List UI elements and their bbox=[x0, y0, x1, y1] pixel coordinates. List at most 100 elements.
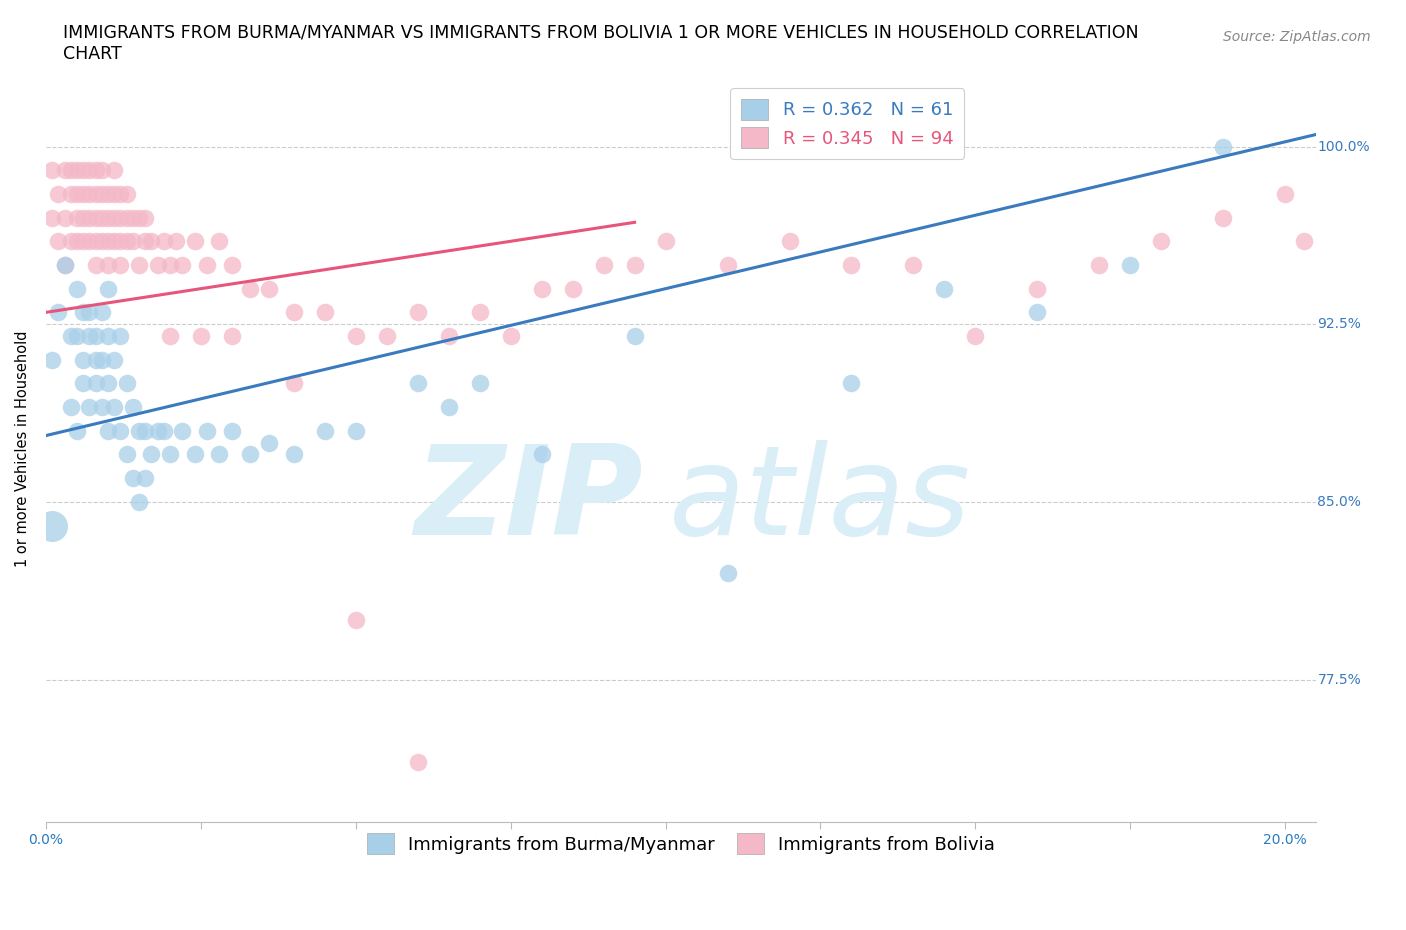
Point bbox=[344, 423, 367, 438]
Y-axis label: 1 or more Vehicles in Household: 1 or more Vehicles in Household bbox=[15, 330, 30, 566]
Point bbox=[110, 210, 132, 225]
Point bbox=[72, 210, 94, 225]
Point bbox=[121, 471, 143, 485]
Point bbox=[97, 186, 120, 201]
Point bbox=[152, 233, 174, 248]
Point bbox=[84, 258, 107, 272]
Text: 85.0%: 85.0% bbox=[1317, 495, 1361, 509]
Point bbox=[48, 233, 70, 248]
Point bbox=[1088, 258, 1111, 272]
Point bbox=[716, 258, 738, 272]
Point bbox=[48, 305, 70, 320]
Point bbox=[53, 210, 76, 225]
Point bbox=[654, 233, 676, 248]
Point bbox=[53, 258, 76, 272]
Point bbox=[66, 186, 89, 201]
Text: CHART: CHART bbox=[63, 45, 122, 62]
Point bbox=[84, 233, 107, 248]
Point bbox=[66, 163, 89, 178]
Text: 92.5%: 92.5% bbox=[1317, 317, 1361, 331]
Point bbox=[53, 258, 76, 272]
Point bbox=[66, 210, 89, 225]
Point bbox=[110, 233, 132, 248]
Point bbox=[530, 281, 553, 296]
Point bbox=[134, 471, 156, 485]
Point bbox=[779, 233, 801, 248]
Point bbox=[110, 186, 132, 201]
Point bbox=[183, 233, 205, 248]
Point bbox=[623, 258, 645, 272]
Point bbox=[41, 210, 63, 225]
Point bbox=[1212, 140, 1234, 154]
Text: atlas: atlas bbox=[668, 440, 970, 562]
Point bbox=[716, 565, 738, 580]
Point bbox=[468, 376, 491, 391]
Point bbox=[121, 400, 143, 415]
Point bbox=[72, 352, 94, 367]
Point bbox=[41, 518, 63, 533]
Point bbox=[84, 376, 107, 391]
Point bbox=[79, 233, 101, 248]
Point bbox=[72, 305, 94, 320]
Point bbox=[159, 328, 181, 343]
Point bbox=[195, 258, 218, 272]
Point bbox=[141, 447, 163, 462]
Point bbox=[172, 423, 194, 438]
Point bbox=[283, 447, 305, 462]
Point bbox=[134, 233, 156, 248]
Point bbox=[159, 447, 181, 462]
Point bbox=[103, 352, 125, 367]
Point bbox=[183, 447, 205, 462]
Point bbox=[146, 258, 169, 272]
Point bbox=[172, 258, 194, 272]
Point bbox=[103, 400, 125, 415]
Point bbox=[97, 210, 120, 225]
Point bbox=[146, 423, 169, 438]
Text: IMMIGRANTS FROM BURMA/MYANMAR VS IMMIGRANTS FROM BOLIVIA 1 OR MORE VEHICLES IN H: IMMIGRANTS FROM BURMA/MYANMAR VS IMMIGRA… bbox=[63, 23, 1139, 41]
Point bbox=[592, 258, 614, 272]
Point bbox=[59, 328, 82, 343]
Point bbox=[115, 210, 138, 225]
Point bbox=[1274, 186, 1296, 201]
Point bbox=[79, 186, 101, 201]
Point bbox=[283, 376, 305, 391]
Point bbox=[221, 423, 243, 438]
Point bbox=[208, 233, 231, 248]
Point bbox=[90, 210, 112, 225]
Point bbox=[283, 305, 305, 320]
Point bbox=[84, 328, 107, 343]
Point bbox=[97, 328, 120, 343]
Text: 77.5%: 77.5% bbox=[1317, 672, 1361, 686]
Point bbox=[121, 210, 143, 225]
Point bbox=[72, 163, 94, 178]
Point bbox=[121, 233, 143, 248]
Point bbox=[103, 163, 125, 178]
Point bbox=[1026, 281, 1049, 296]
Point bbox=[115, 186, 138, 201]
Point bbox=[103, 233, 125, 248]
Point bbox=[72, 233, 94, 248]
Point bbox=[41, 163, 63, 178]
Point bbox=[499, 328, 522, 343]
Point bbox=[90, 163, 112, 178]
Point bbox=[66, 233, 89, 248]
Point bbox=[66, 423, 89, 438]
Point bbox=[103, 186, 125, 201]
Point bbox=[406, 305, 429, 320]
Point bbox=[97, 233, 120, 248]
Point bbox=[72, 186, 94, 201]
Point bbox=[437, 328, 460, 343]
Point bbox=[72, 376, 94, 391]
Point bbox=[623, 328, 645, 343]
Point bbox=[1212, 210, 1234, 225]
Point bbox=[90, 352, 112, 367]
Point bbox=[1119, 258, 1142, 272]
Point bbox=[406, 755, 429, 770]
Point bbox=[128, 495, 150, 510]
Point bbox=[208, 447, 231, 462]
Point bbox=[59, 233, 82, 248]
Point bbox=[128, 210, 150, 225]
Legend: Immigrants from Burma/Myanmar, Immigrants from Bolivia: Immigrants from Burma/Myanmar, Immigrant… bbox=[360, 826, 1002, 861]
Point bbox=[375, 328, 398, 343]
Point bbox=[53, 163, 76, 178]
